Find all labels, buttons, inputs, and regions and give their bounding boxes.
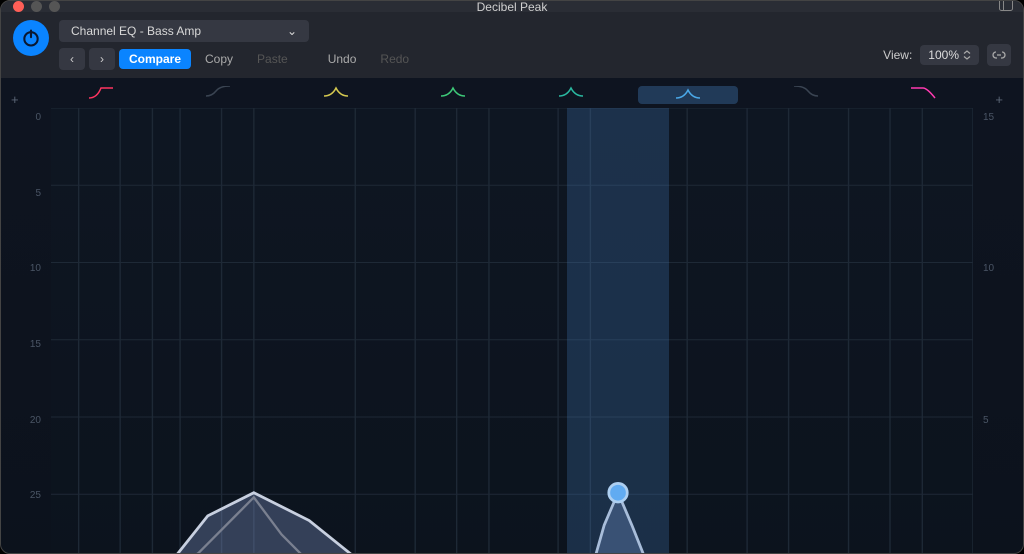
- next-preset-button[interactable]: ›: [89, 48, 115, 70]
- window-title: Decibel Peak: [477, 0, 548, 14]
- zoom-selector[interactable]: 100%: [920, 45, 979, 65]
- preset-selector[interactable]: Channel EQ - Bass Amp ⌄: [59, 20, 309, 42]
- selected-band-handle[interactable]: [609, 483, 627, 502]
- maximize-button[interactable]: [49, 1, 60, 12]
- minimize-button[interactable]: [31, 1, 42, 12]
- paste-button[interactable]: Paste: [247, 49, 298, 69]
- gain-scale-right: 15105051015: [983, 108, 1009, 554]
- toolbar-main: Channel EQ - Bass Amp ⌄ ‹ › Compare Copy…: [59, 20, 873, 70]
- eq-curve-svg: [51, 108, 973, 554]
- view-label: View:: [883, 48, 912, 62]
- band-icon-band1[interactable]: [286, 86, 386, 104]
- band-icon-hpf[interactable]: [51, 86, 151, 104]
- analyzer-scale-left: 051015202530354045505560: [11, 108, 41, 554]
- chevron-down-icon: ⌄: [287, 24, 297, 38]
- titlebar: Decibel Peak: [1, 1, 1023, 12]
- compare-button[interactable]: Compare: [119, 49, 191, 69]
- band-icon-lowshelf[interactable]: [168, 86, 268, 104]
- eq-graph[interactable]: + + 051015202530354045505560 15105051015: [51, 108, 973, 554]
- right-plus-icon[interactable]: +: [995, 92, 1003, 107]
- band-type-icons: [1, 78, 1023, 108]
- band-icon-band2[interactable]: [403, 86, 503, 104]
- undo-button[interactable]: Undo: [318, 49, 367, 69]
- band-icon-band4[interactable]: [638, 86, 738, 104]
- plugin-window: Decibel Peak Channel EQ - Bass Amp ⌄ ‹ ›…: [0, 0, 1024, 554]
- toolbar-buttons: ‹ › Compare Copy Paste Undo Redo: [59, 48, 873, 70]
- toolbar: Channel EQ - Bass Amp ⌄ ‹ › Compare Copy…: [1, 12, 1023, 78]
- view-controls: View: 100%: [883, 44, 1011, 66]
- eq-main: + + 051015202530354045505560 15105051015: [1, 78, 1023, 554]
- zoom-value: 100%: [928, 48, 959, 62]
- prev-preset-button[interactable]: ‹: [59, 48, 85, 70]
- preset-name: Channel EQ - Bass Amp: [71, 24, 201, 38]
- band-icon-highshelf[interactable]: [756, 86, 856, 104]
- link-button[interactable]: [987, 44, 1011, 66]
- power-button[interactable]: [13, 20, 49, 56]
- sidebar-toggle-icon[interactable]: [999, 0, 1013, 14]
- redo-button[interactable]: Redo: [370, 49, 419, 69]
- left-plus-icon[interactable]: +: [11, 92, 19, 107]
- close-button[interactable]: [13, 1, 24, 12]
- window-controls: [1, 1, 60, 12]
- band-icon-band3[interactable]: [521, 86, 621, 104]
- copy-button[interactable]: Copy: [195, 49, 243, 69]
- band-icon-lpf[interactable]: [873, 86, 973, 104]
